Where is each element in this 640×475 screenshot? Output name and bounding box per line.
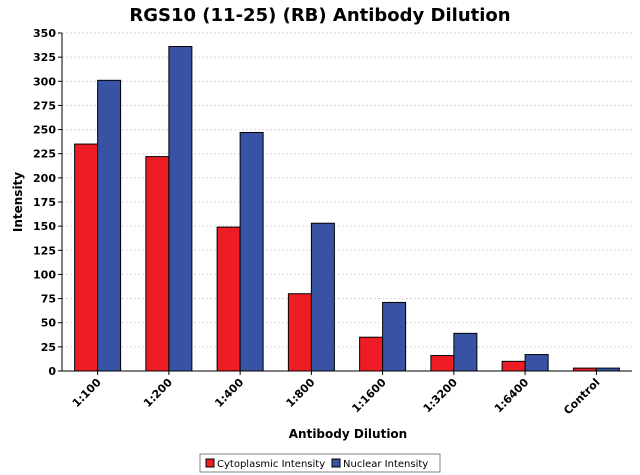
y-tick-label: 50 xyxy=(41,317,57,330)
bar-cytoplasmic-3 xyxy=(287,293,312,372)
legend-box xyxy=(199,453,441,473)
legend-label: Cytoplasmic Intensity xyxy=(217,459,325,470)
y-tick-label: 75 xyxy=(41,293,56,306)
x-axis-ticks: 1:100 1:200 1:400 1:800 1:1600 1:3200 1:6400 Co… xyxy=(70,371,602,417)
x-tick-label: 1:200 xyxy=(141,376,175,410)
x-tick-label: 1:400 xyxy=(212,376,246,410)
y-tick-label: 0 xyxy=(48,365,56,378)
legend-swatch xyxy=(331,458,341,468)
y-tick-label: 200 xyxy=(33,172,56,185)
y-tick-label: 300 xyxy=(33,75,56,88)
bar-nuclear-1 xyxy=(168,46,193,372)
bar-cytoplasmic-0 xyxy=(74,143,99,372)
x-tick-label: 1:6400 xyxy=(492,376,532,416)
legend-label: Nuclear Intensity xyxy=(343,459,428,470)
bar-cytoplasmic-5 xyxy=(430,355,455,372)
y-tick-label: 175 xyxy=(33,196,56,209)
y-tick-label: 225 xyxy=(33,148,56,161)
x-tick-label: 1:800 xyxy=(284,376,318,410)
bar-cytoplasmic-1 xyxy=(145,156,170,372)
legend: Cytoplasmic Intensity Nuclear Intensity xyxy=(199,453,441,473)
bar-cytoplasmic-4 xyxy=(359,336,384,372)
y-tick-label: 250 xyxy=(33,124,56,137)
y-tick-label: 275 xyxy=(33,99,56,112)
y-tick-label: 150 xyxy=(33,220,56,233)
bars xyxy=(74,46,620,372)
bar-nuclear-0 xyxy=(97,79,122,372)
x-tick-label: 1:1600 xyxy=(349,376,389,416)
x-axis-label: Antibody Dilution xyxy=(289,427,407,441)
bar-nuclear-5 xyxy=(453,332,478,372)
y-tick-label: 100 xyxy=(33,268,56,281)
bar-nuclear-6 xyxy=(524,354,549,372)
chart-title: RGS10 (11-25) (RB) Antibody Dilution xyxy=(129,5,510,26)
y-tick-label: 125 xyxy=(33,244,56,257)
x-tick-label: 1:100 xyxy=(70,376,104,410)
bar-cytoplasmic-6 xyxy=(501,360,526,372)
y-axis-label: Intensity xyxy=(11,172,25,232)
x-tick-label: 1:3200 xyxy=(421,376,461,416)
y-tick-label: 325 xyxy=(33,51,56,64)
bar-nuclear-4 xyxy=(382,301,407,372)
y-tick-label: 350 xyxy=(33,27,56,40)
y-tick-label: 25 xyxy=(41,341,56,354)
bar-nuclear-3 xyxy=(310,222,335,372)
bar-cytoplasmic-2 xyxy=(216,226,241,372)
legend-swatch xyxy=(205,458,215,468)
grid-lines xyxy=(62,32,632,348)
y-axis-ticks: 0 25 50 75 100 125 150 175 200 225 250 275 300 325 350 xyxy=(33,27,62,378)
x-tick-label: Control xyxy=(561,376,602,417)
bar-nuclear-2 xyxy=(239,131,264,372)
